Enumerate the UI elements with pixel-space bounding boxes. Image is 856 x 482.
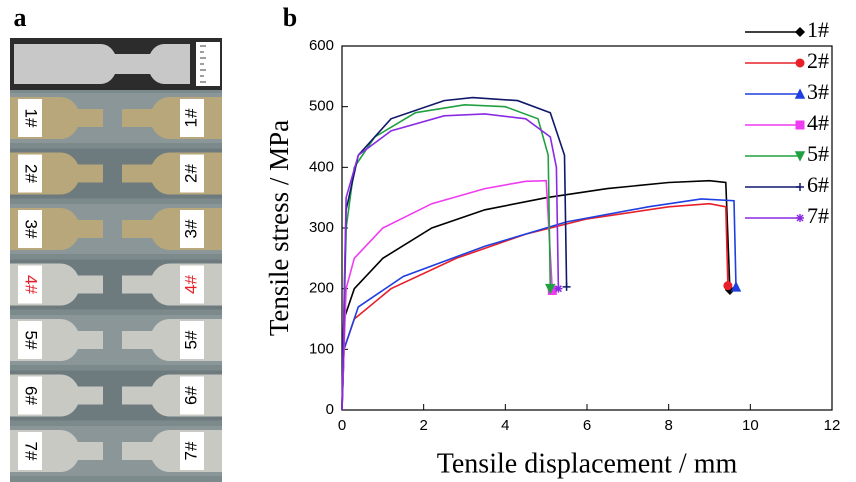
- specimen-label: 4#: [22, 275, 41, 294]
- marker: [562, 282, 571, 291]
- legend-label: 2#: [807, 48, 829, 73]
- marker: [796, 183, 804, 191]
- marker: [794, 26, 806, 38]
- series-line: [341, 96, 568, 411]
- marker: [723, 281, 733, 291]
- series-line: [341, 179, 731, 411]
- x-tick-label: 6: [583, 417, 591, 434]
- x-tick-label: 12: [824, 417, 841, 434]
- legend-label: 3#: [807, 79, 829, 104]
- legend-label: 4#: [807, 110, 829, 135]
- specimen-label: 2#: [22, 164, 41, 183]
- specimen-label: 1#: [181, 108, 200, 127]
- y-tick-label: 0: [326, 401, 334, 418]
- label-box: [180, 321, 204, 359]
- label-box: [180, 265, 204, 304]
- ruler: [196, 42, 220, 86]
- label-box: [18, 432, 42, 470]
- specimen-label: 2#: [181, 164, 200, 183]
- label-box: [18, 265, 42, 304]
- y-tick-label: 200: [309, 280, 334, 297]
- specimen-label: 6#: [22, 386, 41, 405]
- marker: [795, 58, 805, 68]
- plot: 0 2 4 6 8 10 12 0 100 200 300 400 500 600: [309, 37, 840, 434]
- legend-label: 7#: [807, 203, 829, 228]
- specimen-label: 7#: [22, 442, 41, 461]
- specimen: [14, 44, 190, 84]
- x-tick-label: 0: [338, 417, 346, 434]
- x-tick-label: 4: [501, 417, 509, 434]
- specimen-photo: 1# 1# 2# 2# 3# 3# 4# 4# 5# 5# 6# 6# 7# 7#: [10, 38, 222, 482]
- label-box: [18, 99, 42, 137]
- label-box: [180, 376, 204, 415]
- label-box: [180, 99, 204, 137]
- specimen-label: 1#: [22, 109, 41, 128]
- y-tick-label: 600: [309, 37, 334, 54]
- y-tick-label: 100: [309, 340, 334, 357]
- legend-label: 1#: [807, 17, 829, 42]
- label-box: [180, 210, 204, 248]
- x-tick-label: 8: [664, 417, 672, 434]
- marker: [545, 283, 556, 295]
- specimen-label: 5#: [181, 330, 200, 349]
- marker: [554, 284, 563, 293]
- specimen-label: 3#: [181, 219, 200, 238]
- y-tick-label: 300: [309, 219, 334, 236]
- panel-label: b: [283, 3, 297, 32]
- marker: [796, 214, 804, 222]
- marker: [795, 120, 805, 130]
- marker: [794, 151, 806, 162]
- label-box: [18, 210, 42, 248]
- label-box: [18, 154, 42, 193]
- x-axis-label: Tensile displacement / mm: [437, 448, 738, 479]
- ruler-ticks: [200, 45, 206, 83]
- specimen-label: 6#: [181, 386, 200, 405]
- legend-label: 6#: [807, 172, 829, 197]
- specimen-label: 7#: [181, 441, 200, 460]
- x-tick-label: 2: [419, 417, 427, 434]
- specimen-label: 5#: [22, 331, 41, 350]
- label-box: [18, 321, 42, 359]
- label-box: [18, 376, 42, 415]
- specimen-label: 4#: [181, 275, 200, 294]
- series-line: [341, 113, 560, 411]
- plot-frame: [341, 45, 833, 411]
- series-line: [341, 103, 552, 411]
- panel-label: a: [14, 3, 27, 32]
- x-tick-label: 10: [742, 417, 759, 434]
- series-line: [341, 179, 554, 411]
- marker: [730, 281, 742, 292]
- specimen-label: 3#: [22, 220, 41, 239]
- y-axis-label: Tensile stress / MPa: [264, 120, 294, 336]
- series-line: [341, 198, 737, 411]
- legend-label: 5#: [807, 141, 829, 166]
- label-box: [180, 432, 204, 470]
- series-line: [341, 202, 729, 411]
- label-box: [180, 154, 204, 193]
- y-tick-label: 400: [309, 158, 334, 175]
- y-tick-label: 500: [309, 98, 334, 115]
- marker: [794, 88, 806, 99]
